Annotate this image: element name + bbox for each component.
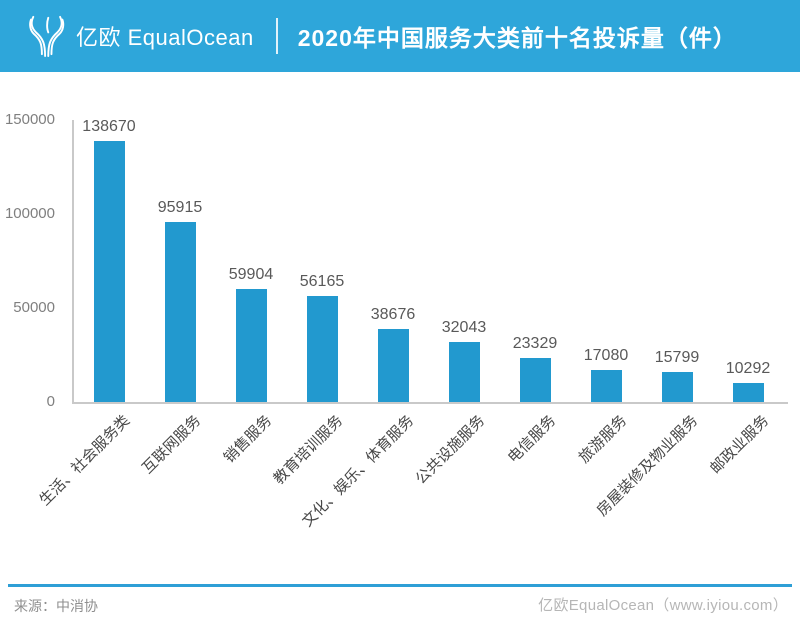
bar-8 — [590, 370, 622, 402]
header-bar: 亿欧 EqualOcean 2020年中国服务大类前十名投诉量（件） — [0, 0, 800, 72]
plot-area: 138670 95915 59904 56165 38676 32043 23329 1708… — [72, 118, 788, 404]
bar-1 — [93, 141, 125, 402]
x-category-label: 互联网服务 — [139, 412, 205, 478]
bar-value-label: 32043 — [441, 319, 487, 336]
bar-value-label: 56165 — [299, 273, 345, 290]
equalocean-logo: 亿欧 EqualOcean — [26, 14, 254, 58]
bar-5 — [377, 329, 409, 402]
header-divider — [275, 18, 278, 54]
bar-value-label: 10292 — [725, 360, 771, 377]
bar-value-label: 138670 — [82, 118, 136, 135]
y-tick-label: 50000 — [13, 299, 55, 316]
bar-10 — [732, 383, 764, 402]
brand-watermark: 亿欧EqualOcean（www.iyiou.com） — [538, 597, 788, 614]
logo-text: 亿欧 EqualOcean — [76, 25, 254, 50]
bar-value-label: 59904 — [228, 266, 274, 283]
bar-value-label: 23329 — [512, 335, 558, 352]
bar-3 — [235, 289, 267, 402]
bar-value-label: 95915 — [157, 199, 203, 216]
bar-value-label: 38676 — [370, 306, 416, 323]
bar-9 — [661, 372, 693, 402]
equalocean-y-logo-icon — [26, 14, 66, 58]
x-category-label: 生活、社会服务类 — [36, 412, 134, 510]
x-category-label: 公共设施服务 — [412, 412, 489, 488]
y-tick-label: 100000 — [4, 205, 55, 222]
bar-value-label: 15799 — [654, 349, 700, 366]
bar-2 — [164, 222, 196, 402]
y-tick-label: 150000 — [4, 111, 55, 128]
x-category-label: 邮政业服务 — [707, 412, 773, 478]
bar-4 — [306, 296, 338, 402]
footer-divider-line — [8, 584, 792, 587]
y-axis-tick-labels: 0 50000 100000 150000 — [0, 111, 55, 410]
x-category-label: 旅游服务 — [575, 412, 631, 467]
x-category-label: 销售服务 — [220, 412, 276, 467]
bar-6 — [448, 342, 480, 402]
x-category-label: 电信服务 — [504, 412, 560, 467]
page-title: 2020年中国服务大类前十名投诉量（件） — [297, 25, 737, 51]
bar-value-label: 17080 — [583, 347, 629, 364]
y-tick-label: 0 — [46, 393, 55, 410]
x-axis-category-labels: 生活、社会服务类 互联网服务 销售服务 教育培训服务 文化、娱乐、体育服务 公共设施服务电… — [36, 410, 786, 560]
source-credit: 来源：中消协 — [14, 598, 98, 614]
bar-7 — [519, 358, 551, 402]
